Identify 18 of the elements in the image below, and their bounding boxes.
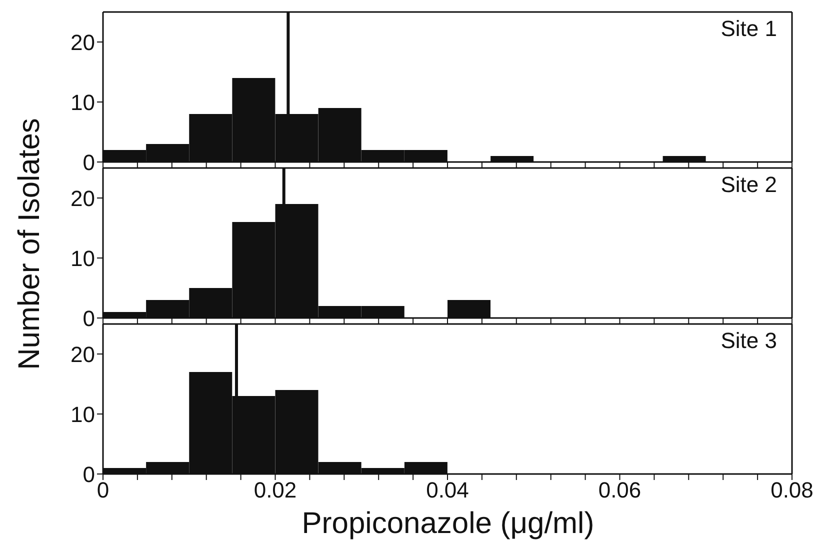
y-tick-label: 10 <box>70 402 95 427</box>
x-tick-label: 0.02 <box>254 478 297 503</box>
y-tick-label: 20 <box>70 342 95 367</box>
x-tick-label: 0.08 <box>770 478 814 503</box>
annotation: Site 3 <box>720 328 777 354</box>
y-tick-label: 0 <box>82 462 95 487</box>
annotation: Site 1 <box>720 16 777 42</box>
x-tick-label: 0.04 <box>426 478 469 503</box>
y-axis-title: Number of Isolates <box>13 118 47 370</box>
y-tick-label: 20 <box>70 30 95 55</box>
annotation: Site 2 <box>720 172 777 198</box>
y-tick-label: 10 <box>70 246 95 271</box>
y-tick-label: 0 <box>82 306 95 331</box>
y-tick-label: 20 <box>70 186 95 211</box>
x-axis-title: Propiconazole (μg/ml) <box>300 507 596 540</box>
y-tick-label: 0 <box>82 150 95 175</box>
y-tick-label: 10 <box>70 90 95 115</box>
x-tick-label: 0.06 <box>598 478 642 503</box>
